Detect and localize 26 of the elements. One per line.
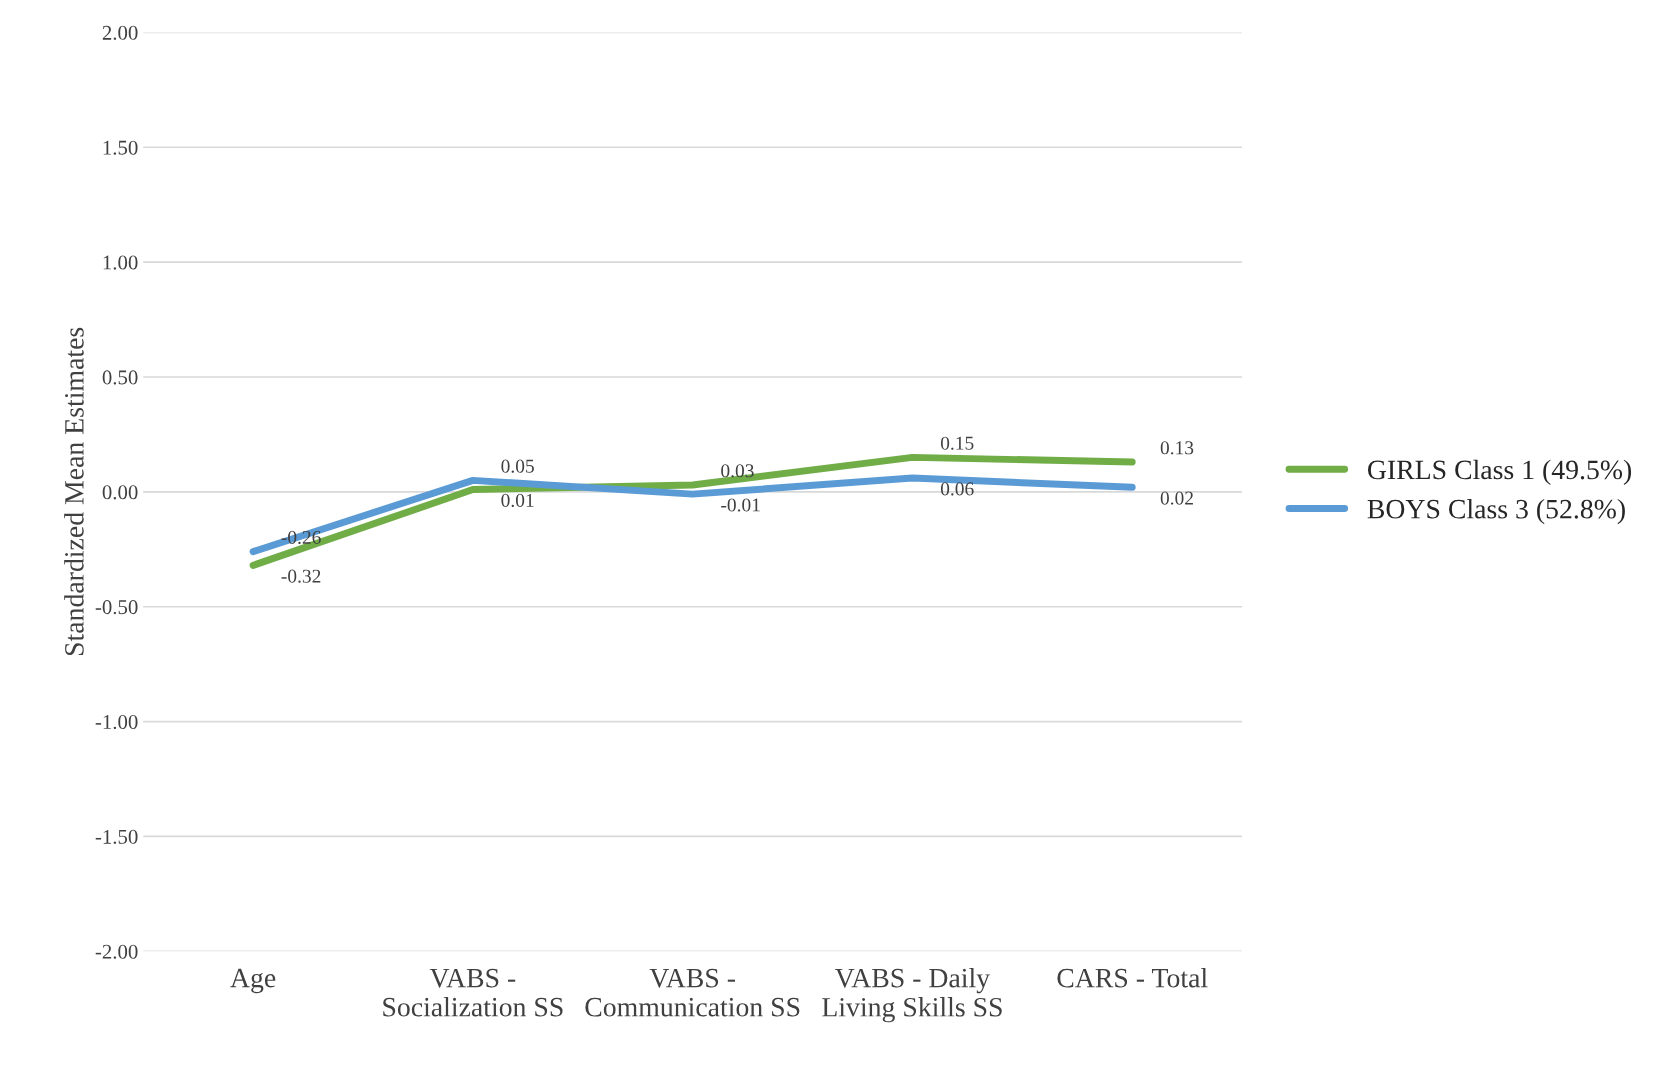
data-label: 0.13 (1160, 441, 1194, 455)
data-label: 0.06 (940, 482, 974, 496)
y-tick-label: -2.00 (95, 944, 138, 959)
x-tick-label: Age (230, 968, 276, 994)
legend-label: BOYS Class 3 (52.8%) (1367, 498, 1625, 525)
data-label: 0.02 (1160, 491, 1193, 505)
x-tick-label: VABS - Communication SS (585, 968, 800, 1017)
x-tick-label: VABS - Daily Living Skills SS (822, 967, 1002, 1023)
y-axis-title: Standardized Mean Estimates (64, 327, 84, 656)
x-tick-label: VABS - Socialization SS (383, 968, 563, 1017)
y-tick-label: 1.00 (103, 255, 138, 270)
y-tick-label: -0.50 (95, 600, 138, 615)
data-label: -0.32 (281, 569, 321, 583)
y-tick-label: -1.50 (95, 829, 138, 844)
data-label: -0.01 (721, 498, 760, 512)
data-label: 0.05 (501, 459, 534, 473)
legend-label: GIRLS Class 1 (49.5%) (1367, 459, 1632, 485)
y-tick-label: 0.50 (102, 370, 138, 385)
y-tick-label: 0.00 (102, 485, 138, 500)
data-label: 0.03 (721, 464, 754, 478)
data-label: 0.15 (940, 436, 974, 450)
data-label: 0.01 (501, 493, 534, 508)
y-tick-label: 1.50 (103, 140, 138, 155)
x-tick-label: CARS - Total (1057, 967, 1208, 988)
y-tick-label: 2.00 (102, 25, 138, 40)
y-tick-label: -1.00 (95, 714, 138, 730)
